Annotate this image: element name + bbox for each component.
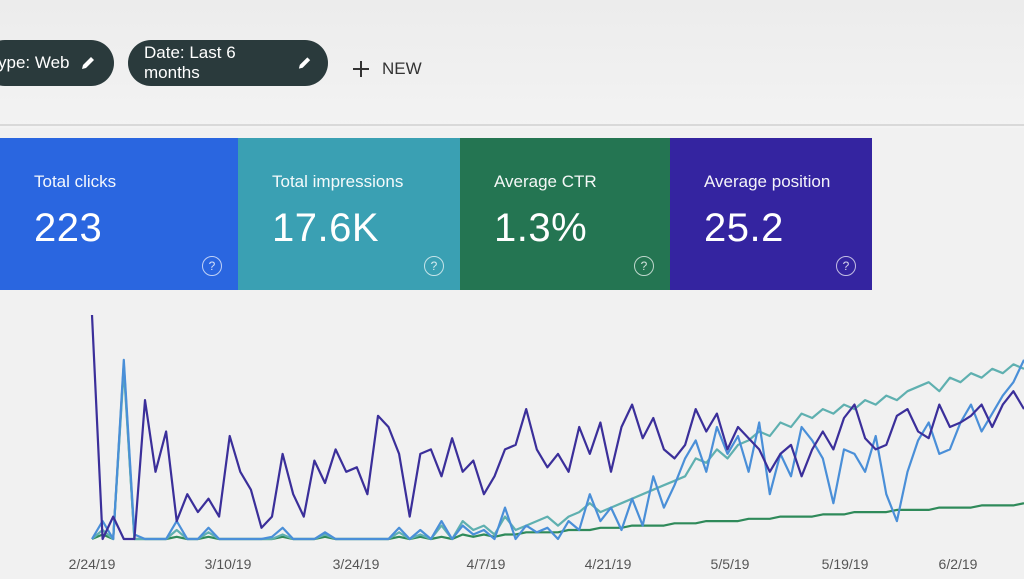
new-filter-button[interactable]: NEW [352, 52, 422, 86]
metric-card-total-impressions[interactable]: Total impressions 17.6K ? [238, 138, 460, 290]
metric-label: Average CTR [494, 172, 597, 191]
metric-label: Average position [704, 172, 831, 191]
edit-icon[interactable] [80, 55, 96, 71]
series-line-0 [90, 314, 1024, 541]
date-filter-chip[interactable]: Date: Last 6 months [128, 40, 328, 86]
help-icon[interactable]: ? [836, 256, 856, 276]
help-icon[interactable]: ? [424, 256, 444, 276]
performance-chart: 2/24/19 3/10/19 3/24/19 4/7/19 4/21/19 5/5/19… [69, 314, 1024, 572]
divider [0, 124, 1024, 126]
series-line-1 [91, 358, 1024, 541]
metric-card-average-position[interactable]: Average position 25.2 ? [670, 138, 872, 290]
search-type-filter-chip[interactable]: ype: Web [0, 40, 114, 86]
metric-card-average-ctr[interactable]: Average CTR 1.3% ? [460, 138, 670, 290]
x-tick-label: 4/7/19 [467, 556, 506, 572]
filter-bar: ype: Web Date: Last 6 months NEW [0, 0, 1024, 128]
metric-value: 17.6K [272, 206, 380, 250]
date-filter-label: Date: Last 6 months [144, 43, 236, 82]
x-tick-label: 5/19/19 [822, 556, 869, 572]
edit-icon[interactable] [297, 55, 312, 71]
metric-value: 223 [34, 206, 103, 250]
x-tick-label: 5/5/19 [711, 556, 750, 572]
plus-icon [353, 61, 369, 77]
search-type-filter-label: ype: Web [0, 53, 70, 72]
x-tick-label: 3/24/19 [333, 556, 380, 572]
metric-card-total-clicks[interactable]: Total clicks 223 ? [0, 138, 238, 290]
metric-cards: Total clicks 223 ? Total impressions 17.… [0, 138, 872, 290]
metric-value: 25.2 [704, 206, 784, 250]
x-tick-label: 6/2/19 [939, 556, 978, 572]
x-tick-label: 2/24/19 [69, 556, 116, 572]
help-icon[interactable]: ? [634, 256, 654, 276]
x-tick-label: 4/21/19 [585, 556, 632, 572]
series-line-3 [91, 363, 1024, 541]
help-icon[interactable]: ? [202, 256, 222, 276]
metric-label: Total impressions [272, 172, 404, 191]
metric-value: 1.3% [494, 206, 588, 250]
metric-label: Total clicks [34, 172, 117, 191]
new-filter-label: NEW [382, 59, 422, 78]
x-tick-label: 3/10/19 [205, 556, 252, 572]
